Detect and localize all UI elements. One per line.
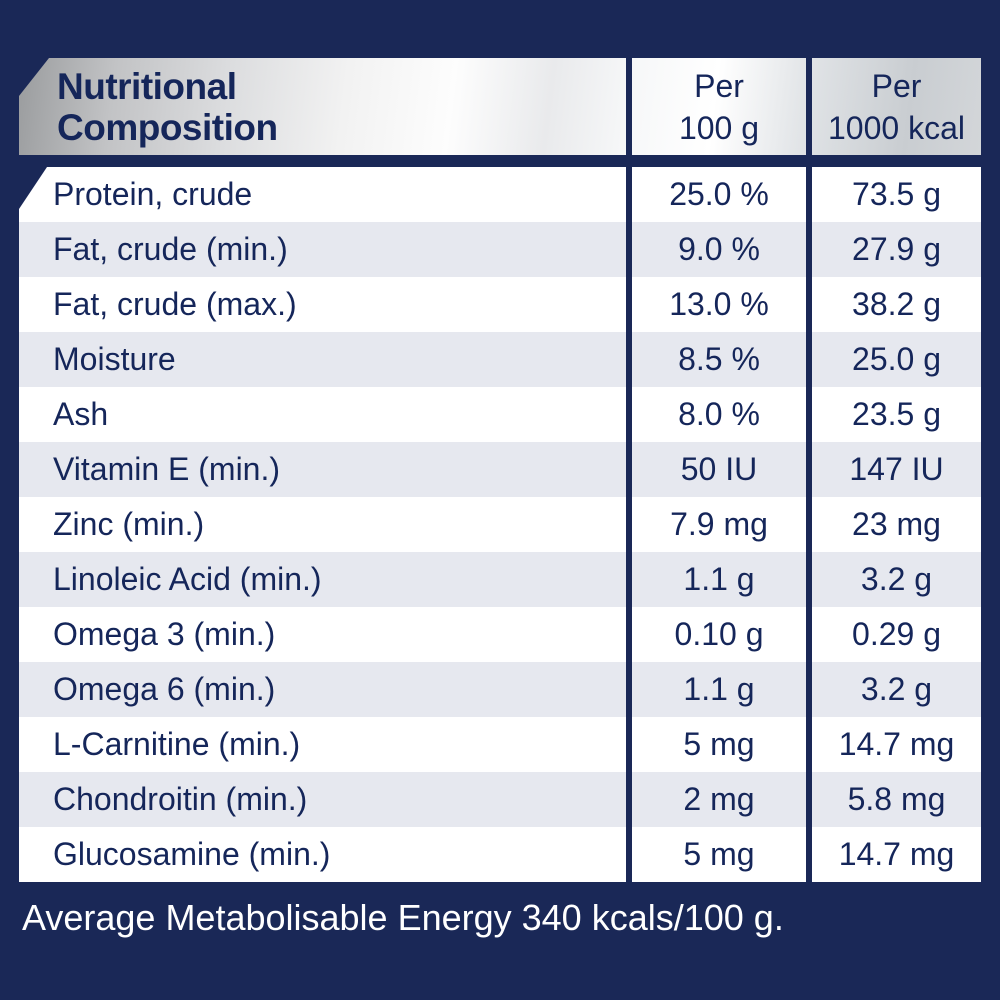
row-value-per-100g: 13.0 % [669, 286, 769, 322]
column-divider [626, 662, 632, 717]
header-per-100g-line1: Per [694, 67, 744, 104]
column-divider [626, 167, 632, 222]
column-divider [806, 607, 812, 662]
row-label: Fat, crude (min.) [53, 231, 288, 267]
column-divider [806, 662, 812, 717]
row-value-per-100g: 9.0 % [678, 231, 760, 267]
column-divider [626, 827, 632, 882]
table-row: Chondroitin (min.) 2 mg 5.8 mg [19, 772, 981, 827]
column-divider [806, 387, 812, 442]
row-label: Chondroitin (min.) [53, 781, 308, 817]
row-value-per-1000kcal: 3.2 g [860, 561, 933, 597]
table-row: Vitamin E (min.) 50 IU 147 IU [19, 442, 981, 497]
header-per-100g-cell: Per 100 g [632, 58, 806, 155]
row-value-per-1000kcal: 14.7 mg [838, 726, 955, 762]
table-row: Linoleic Acid (min.) 1.1 g 3.2 g [19, 552, 981, 607]
table-row: Protein, crude 25.0 % 73.5 g [19, 167, 981, 222]
header-per-1000kcal-line1: Per [871, 67, 922, 104]
row-value-per-100g: 1.1 g [683, 671, 755, 707]
table-row: Omega 6 (min.) 1.1 g 3.2 g [19, 662, 981, 717]
row-value-per-1000kcal: 23.5 g [852, 396, 941, 432]
row-label: Fat, crude (max.) [53, 286, 297, 322]
row-value-per-100g: 25.0 % [669, 176, 769, 212]
table-body: Protein, crude 25.0 % 73.5 g Fat, crude (mi… [19, 167, 981, 882]
header-per-100g-line2: 100 g [678, 109, 760, 146]
column-divider [806, 552, 812, 607]
header-title-line2: Composition [57, 106, 278, 148]
row-value-per-100g: 0.10 g [674, 616, 764, 652]
row-value-per-100g: 1.1 g [683, 561, 755, 597]
row-value-per-1000kcal: 147 IU [849, 451, 944, 487]
row-value-per-100g: 8.5 % [678, 341, 760, 377]
row-value-per-1000kcal: 38.2 g [852, 286, 941, 322]
column-divider [806, 167, 812, 222]
energy-statement: Average Metabolisable Energy 340 kcals/1… [22, 897, 784, 938]
row-label: Omega 3 (min.) [53, 616, 276, 652]
row-value-per-100g: 2 mg [683, 781, 755, 817]
row-value-per-1000kcal: 27.9 g [852, 231, 941, 267]
row-label: Zinc (min.) [53, 506, 205, 542]
header-title-cell: Nutritional Composition [19, 58, 626, 155]
column-divider [806, 277, 812, 332]
row-value-per-100g: 8.0 % [678, 396, 760, 432]
column-divider [806, 717, 812, 772]
row-value-per-1000kcal: 14.7 mg [838, 836, 955, 872]
row-value-per-1000kcal: 23 mg [852, 506, 941, 542]
table-row: Moisture 8.5 % 25.0 g [19, 332, 981, 387]
row-value-per-100g: 50 IU [680, 451, 758, 487]
row-value-per-1000kcal: 0.29 g [852, 616, 941, 652]
row-value-per-1000kcal: 3.2 g [860, 671, 933, 707]
header-title-line1: Nutritional [57, 65, 237, 107]
table-header: Nutritional Composition Per 100 g Per 10… [19, 58, 981, 155]
table-row: Ash 8.0 % 23.5 g [19, 387, 981, 442]
column-divider [626, 552, 632, 607]
header-per-1000kcal-cell: Per 1000 kcal [812, 58, 981, 155]
row-label: Vitamin E (min.) [53, 451, 281, 487]
column-divider [626, 387, 632, 442]
column-divider [626, 277, 632, 332]
row-value-per-100g: 5 mg [683, 726, 755, 762]
row-value-per-100g: 5 mg [683, 836, 755, 872]
row-label: L-Carnitine (min.) [53, 726, 301, 762]
column-divider [806, 442, 812, 497]
column-divider [806, 58, 812, 155]
row-label: Omega 6 (min.) [53, 671, 276, 707]
table-row: Zinc (min.) 7.9 mg 23 mg [19, 497, 981, 552]
table-row: L-Carnitine (min.) 5 mg 14.7 mg [19, 717, 981, 772]
column-divider [626, 222, 632, 277]
column-divider [806, 497, 812, 552]
table-row: Glucosamine (min.) 5 mg 14.7 mg [19, 827, 981, 882]
row-value-per-1000kcal: 5.8 mg [847, 781, 946, 817]
row-value-per-1000kcal: 25.0 g [852, 341, 941, 377]
column-divider [806, 827, 812, 882]
column-divider [806, 772, 812, 827]
column-divider [626, 442, 632, 497]
column-divider [806, 222, 812, 277]
row-label: Ash [53, 396, 109, 432]
table-row: Omega 3 (min.) 0.10 g 0.29 g [19, 607, 981, 662]
column-divider [626, 607, 632, 662]
column-divider [626, 332, 632, 387]
row-value-per-100g: 7.9 mg [670, 506, 768, 542]
row-label: Glucosamine (min.) [53, 836, 331, 872]
row-label: Linoleic Acid (min.) [53, 561, 322, 597]
row-label: Protein, crude [53, 176, 253, 212]
table-row: Fat, crude (min.) 9.0 % 27.9 g [19, 222, 981, 277]
column-divider [626, 717, 632, 772]
column-divider [806, 332, 812, 387]
header-per-1000kcal-line2: 1000 kcal [828, 109, 965, 146]
row-label: Moisture [53, 341, 176, 377]
column-divider [626, 497, 632, 552]
row-value-per-1000kcal: 73.5 g [852, 176, 941, 212]
column-divider [626, 772, 632, 827]
column-divider [626, 58, 632, 155]
table-row: Fat, crude (max.) 13.0 % 38.2 g [19, 277, 981, 332]
